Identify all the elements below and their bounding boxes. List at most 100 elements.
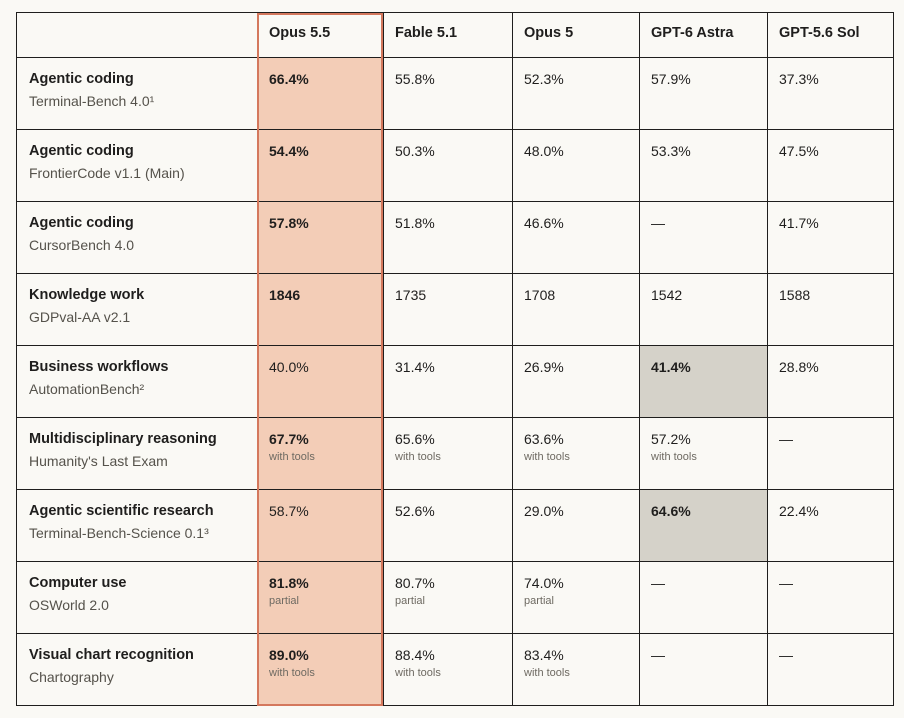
score-value: 1542 [651,287,683,303]
table-row: Computer use OSWorld 2.0 81.8% partial 80.7%… [16,561,894,634]
table-row: Business workflows AutomationBench² 40.0% 3… [16,345,894,418]
benchmark-category: Computer use [29,575,127,591]
score-cell: 48.0% [512,129,640,202]
benchmark-name: Chartography [29,669,114,685]
benchmark-category: Agentic coding [29,71,134,87]
score-value: 29.0% [524,503,564,519]
score-value: 89.0% [269,647,309,663]
score-cell: 26.9% [512,345,640,418]
score-cell: 74.0% partial [512,561,640,634]
benchmark-name: OSWorld 2.0 [29,597,109,613]
score-cell: 57.8% [257,201,384,274]
score-value: — [651,575,665,591]
score-cell: — [639,561,768,634]
score-value: 55.8% [395,71,435,87]
benchmark-category: Agentic coding [29,215,134,231]
score-cell: 64.6% [639,489,768,562]
score-cell: 1708 [512,273,640,346]
score-cell: 53.3% [639,129,768,202]
benchmark-name: Terminal-Bench-Science 0.1³ [29,525,209,541]
score-cell: 57.2% with tools [639,417,768,490]
score-cell: 80.7% partial [383,561,513,634]
score-cell: 1846 [257,273,384,346]
score-value: 31.4% [395,359,435,375]
benchmark-category: Knowledge work [29,287,145,303]
benchmark-cell: Knowledge work GDPval-AA v2.1 [16,273,258,346]
score-value: 22.4% [779,503,819,519]
benchmark-cell: Computer use OSWorld 2.0 [16,561,258,634]
score-cell: 67.7% with tools [257,417,384,490]
table-row: Agentic coding FrontierCode v1.1 (Main) 54… [16,129,894,202]
header-model-fable-5-1: Fable 5.1 [383,12,513,58]
score-value: 58.7% [269,503,309,519]
benchmark-cell: Agentic coding FrontierCode v1.1 (Main) [16,129,258,202]
score-cell: — [767,633,894,706]
score-note: with tools [395,451,441,463]
score-value: 28.8% [779,359,819,375]
header-model-gpt-6-astra: GPT-6 Astra [639,12,768,58]
header-empty-cell [16,12,258,58]
benchmark-name: CursorBench 4.0 [29,237,135,253]
score-value: 63.6% [524,431,564,447]
score-cell: 28.8% [767,345,894,418]
benchmark-cell: Business workflows AutomationBench² [16,345,258,418]
score-cell: 81.8% partial [257,561,384,634]
score-value: 80.7% [395,575,435,591]
score-cell: 1542 [639,273,768,346]
score-value: 50.3% [395,143,435,159]
score-value: 65.6% [395,431,435,447]
score-value: 37.3% [779,71,819,87]
score-note: with tools [395,667,441,679]
score-cell: 50.3% [383,129,513,202]
score-value: 46.6% [524,215,564,231]
score-value: 41.7% [779,215,819,231]
score-value: 48.0% [524,143,564,159]
benchmark-name: AutomationBench² [29,381,145,397]
score-note: partial [269,595,299,607]
score-cell: 51.8% [383,201,513,274]
table-row: Agentic scientific research Terminal-Benc… [16,489,894,562]
score-cell: — [639,201,768,274]
benchmark-category: Visual chart recognition [29,647,194,663]
score-value: 67.7% [269,431,309,447]
score-value: — [779,575,793,591]
score-value: 66.4% [269,71,309,87]
score-cell: — [767,417,894,490]
table-row: Agentic coding Terminal-Bench 4.0¹ 66.4% 55… [16,57,894,130]
score-cell: 52.3% [512,57,640,130]
score-cell: 66.4% [257,57,384,130]
score-value: 57.9% [651,71,691,87]
score-cell: 89.0% with tools [257,633,384,706]
score-value: 88.4% [395,647,435,663]
score-value: — [651,215,665,231]
score-cell: 22.4% [767,489,894,562]
table-row: Knowledge work GDPval-AA v2.1 1846 1735 1708… [16,273,894,346]
score-note: with tools [269,667,315,679]
score-cell: 1588 [767,273,894,346]
score-value: 54.4% [269,143,309,159]
score-cell: 88.4% with tools [383,633,513,706]
score-cell: 57.9% [639,57,768,130]
score-note: with tools [651,451,697,463]
score-value: 1588 [779,287,811,303]
table-row: Multidisciplinary reasoning Humanity's La… [16,417,894,490]
score-value: 1708 [524,287,556,303]
score-value: 57.8% [269,215,309,231]
score-cell: 29.0% [512,489,640,562]
score-note: with tools [524,667,570,679]
score-note: with tools [524,451,570,463]
benchmark-name: GDPval-AA v2.1 [29,309,131,325]
score-value: 41.4% [651,359,691,375]
benchmark-table: Opus 5.5 Fable 5.1 Opus 5 GPT-6 Astra GP… [16,12,894,706]
header-model-opus-5: Opus 5 [512,12,640,58]
score-value: — [779,431,793,447]
score-value: 40.0% [269,359,309,375]
score-cell: — [639,633,768,706]
score-value: 53.3% [651,143,691,159]
benchmark-name: Humanity's Last Exam [29,453,168,469]
benchmark-cell: Agentic coding CursorBench 4.0 [16,201,258,274]
score-value: 47.5% [779,143,819,159]
score-value: 57.2% [651,431,691,447]
score-value: 81.8% [269,575,309,591]
